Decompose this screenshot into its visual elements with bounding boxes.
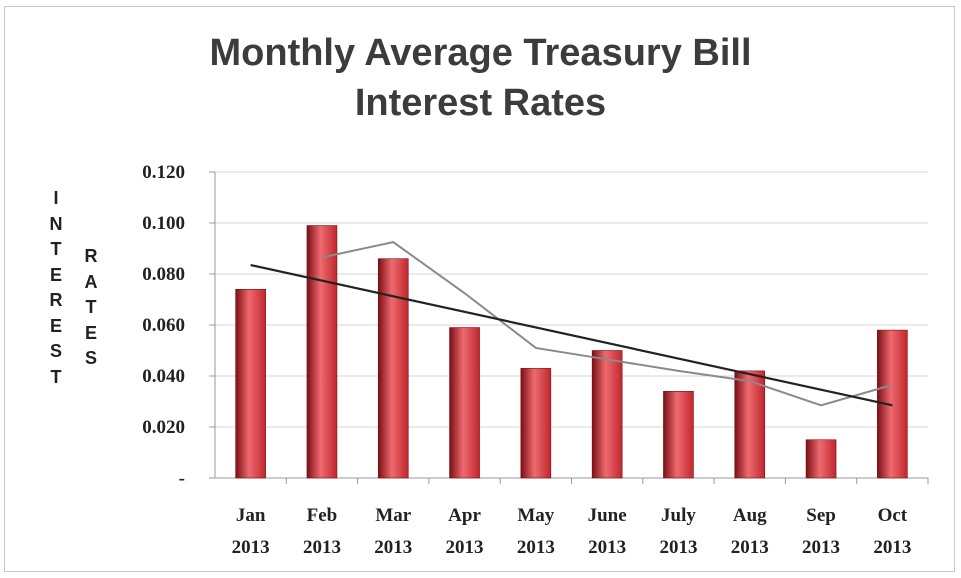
chart-title-line-1: Monthly Average Treasury Bill: [209, 32, 752, 74]
y-axis-label-interest-letter: R: [49, 290, 63, 310]
bar: [591, 350, 623, 479]
y-tick-label: -: [179, 468, 185, 489]
x-tick-label-month: Oct: [878, 505, 908, 526]
bar: [235, 288, 266, 479]
x-tick-label-year: 2013: [731, 537, 769, 558]
bar: [805, 439, 837, 479]
y-axis-label-rates-letter: A: [84, 271, 98, 292]
x-tick-label-month: June: [588, 505, 627, 526]
bar: [306, 225, 338, 479]
y-axis-label-rates-letter: T: [85, 297, 97, 317]
y-axis-label-interest-letter: I: [53, 188, 59, 208]
y-axis-label-interest-letter: E: [49, 315, 62, 336]
x-tick-label-year: 2013: [517, 537, 555, 558]
bar: [663, 390, 694, 479]
y-axis-label-interest-letter: E: [49, 264, 62, 285]
y-tick-label: 0.080: [142, 264, 185, 285]
x-tick-label-year: 2013: [232, 537, 270, 558]
x-tick-label-month: July: [661, 505, 696, 526]
y-tick-label: 0.100: [142, 213, 185, 234]
y-axis-label-interest-letter: S: [49, 341, 62, 361]
y-axis-label-interest-letter: T: [50, 239, 62, 259]
y-axis-label-interest-letter: T: [50, 366, 62, 387]
y-tick-label: 0.020: [142, 417, 185, 438]
x-tick-label-month: Sep: [806, 505, 836, 526]
x-tick-label-year: 2013: [303, 537, 341, 558]
x-tick-label-month: Feb: [307, 505, 338, 526]
y-tick-label: 0.060: [142, 315, 185, 336]
chart-title-line-2: Interest Rates: [354, 82, 607, 124]
y-axis-label-rates-letter: E: [84, 322, 97, 343]
x-tick-label-year: 2013: [802, 537, 840, 558]
moving-average-line: [321, 241, 893, 407]
trendline: [250, 264, 893, 407]
y-axis-label-interest-letter: N: [49, 213, 63, 234]
bar: [734, 370, 766, 479]
y-tick-label: 0.040: [142, 366, 185, 387]
x-tick-label-month: Aug: [733, 505, 767, 526]
bar: [377, 258, 409, 479]
bar: [520, 368, 552, 479]
x-tick-label-year: 2013: [873, 537, 911, 558]
x-tick-label-year: 2013: [446, 537, 484, 558]
x-tick-label-month: Jan: [236, 505, 266, 526]
x-tick-label-month: Apr: [448, 505, 481, 526]
x-tick-label-year: 2013: [659, 537, 697, 558]
chart-title: Monthly Average Treasury Bill Interest R…: [0, 28, 961, 128]
y-axis-label-rates-letter: S: [84, 348, 97, 368]
y-axis-label-rates-letter: R: [84, 246, 98, 266]
x-tick-label-month: Mar: [375, 505, 411, 526]
x-tick-label-year: 2013: [588, 537, 626, 558]
y-tick-label: 0.120: [142, 162, 185, 183]
x-tick-label-year: 2013: [374, 537, 412, 558]
bar: [449, 327, 480, 479]
x-tick-label-month: May: [517, 505, 554, 526]
